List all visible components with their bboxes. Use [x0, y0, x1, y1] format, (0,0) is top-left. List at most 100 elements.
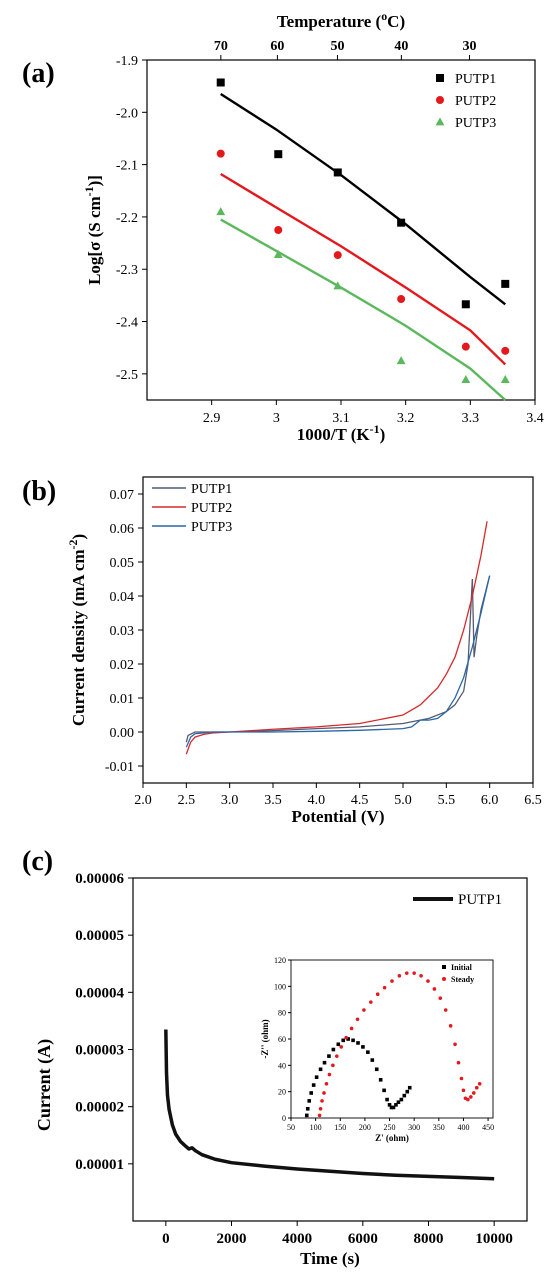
- y-tick-label: 0.06: [110, 522, 135, 537]
- inset-point-Steady: [322, 1091, 326, 1095]
- x-tick-label: 0: [162, 1231, 170, 1247]
- inset-point-Initial: [356, 1041, 360, 1045]
- data-point-PUTP2: [216, 149, 225, 158]
- x-tick-label: 5.5: [438, 793, 456, 808]
- x-tick-label: 2000: [217, 1231, 247, 1247]
- x-tick-label: 10000: [475, 1231, 513, 1247]
- inset-y-tick-label: 100: [274, 982, 286, 991]
- top-axis-title: Temperature (oC): [277, 9, 405, 31]
- legend-label-PUTP2: PUTP2: [191, 501, 232, 516]
- y-tick-label: 0.00: [110, 726, 135, 741]
- y-tick-label: -0.01: [105, 760, 134, 775]
- y-tick-label: -2.2: [116, 211, 138, 226]
- x-tick-label: 5.0: [394, 793, 412, 808]
- panel-label: (b): [22, 476, 56, 507]
- inset-point-Steady: [404, 971, 409, 975]
- inset-point-Initial: [378, 1078, 383, 1082]
- inset-point-Initial: [394, 1103, 398, 1107]
- x-tick-label: 3.5: [264, 793, 282, 808]
- top-tick-label: 60: [270, 39, 284, 54]
- x-tick-label: 3.3: [462, 411, 480, 426]
- fit-line-PUTP3: [220, 218, 507, 401]
- x-tick-label: 8000: [414, 1231, 444, 1247]
- legend-label-PUTP1: PUTP1: [458, 892, 502, 908]
- inset-point-Initial: [322, 1060, 327, 1065]
- inset-legend-marker-Steady: [442, 977, 446, 981]
- inset-x-tick-label: 350: [433, 1123, 445, 1132]
- y-tick-label: 0.05: [110, 556, 135, 571]
- inset-point-Initial: [391, 1105, 396, 1110]
- fit-line-PUTP1: [220, 92, 506, 306]
- panel-label: (c): [22, 846, 53, 877]
- inset-point-Initial: [314, 1075, 319, 1079]
- inset-point-Initial: [341, 1038, 346, 1043]
- legend-label-PUTP1: PUTP1: [455, 72, 496, 87]
- inset-point-Steady: [355, 1017, 360, 1022]
- data-point-PUTP1: [274, 150, 283, 159]
- x-tick-label: 2.0: [134, 793, 152, 808]
- inset-x-tick-label: 50: [287, 1123, 295, 1132]
- data-point-PUTP3: [461, 375, 471, 383]
- inset: 50 100 150 200 250 300 350 400 450 0 20 40 60 80 100 12…: [260, 956, 494, 1143]
- inset-point-Initial: [405, 1089, 410, 1094]
- inset-y-axis-title: -Z'' (ohm): [260, 1019, 270, 1058]
- inset-point-Initial: [374, 1067, 379, 1072]
- fit-line-PUTP2: [220, 173, 507, 366]
- inset-point-Steady: [331, 1063, 335, 1068]
- panel-c: (c)0 2000 4000 6000 8000 100000.000010.000020…: [22, 846, 528, 1268]
- y-tick-label: -2.1: [116, 159, 138, 174]
- inset-point-Initial: [307, 1099, 312, 1103]
- data-point-PUTP2: [274, 226, 283, 234]
- top-tick-label: 50: [330, 39, 344, 54]
- inset-point-Initial: [311, 1083, 316, 1087]
- inset-point-Initial: [396, 1100, 401, 1104]
- inset-point-Steady: [477, 1081, 482, 1086]
- inset-point-Steady: [320, 1099, 324, 1103]
- data-point-PUTP1: [461, 300, 470, 309]
- inset-point-Steady: [456, 1060, 461, 1065]
- inset-point-Initial: [361, 1045, 365, 1049]
- inset-point-Steady: [419, 974, 423, 978]
- panel-b: (b) 2.0 2.5 3.0 3.5 4.0 4.5 5.0 5.5 6.0 6.5 -0.01 0.…: [22, 476, 542, 826]
- inset-y-tick-label: 0: [282, 1114, 286, 1123]
- inset-legend-marker-Initial: [442, 965, 446, 969]
- x-axis-title: 1000/T (K-1): [297, 422, 385, 444]
- y-tick-label: 0.02: [110, 658, 135, 673]
- y-tick-label: 0.00004: [75, 985, 124, 1001]
- inset-point-Initial: [402, 1093, 407, 1098]
- inset-point-Steady: [382, 985, 387, 990]
- inset-point-Steady: [349, 1026, 354, 1031]
- inset-point-Steady: [453, 1042, 457, 1047]
- x-tick-label: 3.0: [221, 793, 239, 808]
- x-axis-title: Time (s): [300, 1249, 360, 1268]
- x-tick-label: 6.0: [481, 793, 499, 808]
- plot-frame: [146, 59, 536, 401]
- data-point-PUTP3: [333, 281, 343, 290]
- inset-x-axis-title: Z' (ohm): [375, 1133, 409, 1143]
- data-point-PUTP2: [461, 342, 470, 351]
- data-point-PUTP2: [397, 295, 406, 304]
- y-tick-label: 0.00006: [75, 871, 124, 887]
- data-point-PUTP2: [333, 251, 342, 260]
- inset-y-tick-label: 120: [274, 956, 286, 965]
- legend-label-PUTP2: PUTP2: [455, 94, 496, 109]
- y-tick-label: -2.4: [116, 316, 138, 331]
- inset-point-Initial: [387, 1103, 392, 1107]
- x-tick-label: 6000: [348, 1231, 378, 1247]
- inset-point-Initial: [366, 1050, 370, 1054]
- x-tick-label: 4000: [282, 1231, 312, 1247]
- data-point-PUTP3: [500, 375, 510, 383]
- inset-point-Initial: [407, 1085, 412, 1090]
- inset-point-Initial: [370, 1058, 375, 1062]
- inset-point-Steady: [459, 1076, 464, 1081]
- curve-PUTP2: [185, 521, 488, 755]
- inset-point-Steady: [461, 1088, 466, 1093]
- inset-point-Steady: [335, 1054, 339, 1058]
- inset-point-Initial: [351, 1038, 355, 1043]
- inset-point-Steady: [390, 979, 394, 983]
- inset-point-Initial: [336, 1042, 341, 1047]
- inset-point-Steady: [375, 992, 380, 997]
- y-tick-label: -1.9: [116, 54, 138, 69]
- y-tick-label: 0.00002: [75, 1100, 124, 1116]
